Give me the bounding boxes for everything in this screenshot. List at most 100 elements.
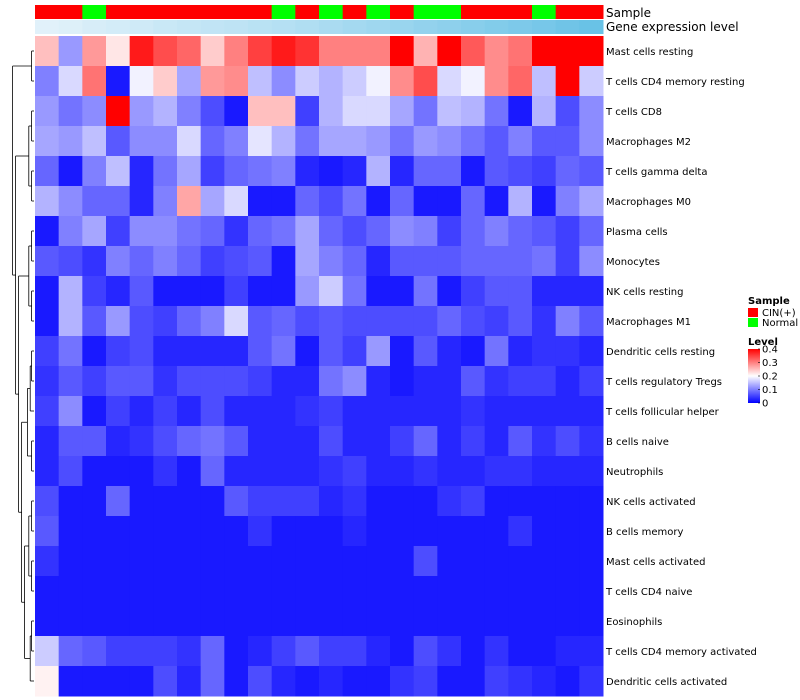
heatmap-cell — [224, 156, 249, 187]
heatmap-cell — [532, 276, 557, 307]
heatmap-cell — [153, 276, 178, 307]
sample-annotation-bar — [35, 5, 604, 19]
heatmap-cell — [390, 546, 415, 577]
heatmap-cell — [58, 156, 83, 187]
heatmap-cell — [413, 306, 438, 337]
heatmap-cell — [579, 156, 604, 187]
heatmap-cell — [366, 546, 391, 577]
heatmap-cell — [532, 576, 557, 607]
heatmap-cell — [508, 96, 533, 127]
heatmap-cell — [508, 306, 533, 337]
heatmap-cell — [200, 546, 225, 577]
heatmap-cell — [200, 636, 225, 667]
heatmap-cell — [508, 156, 533, 187]
heatmap-cell — [461, 186, 486, 217]
heatmap-cell — [390, 486, 415, 517]
legend-level-title: Level — [748, 337, 778, 348]
heatmap-cell — [437, 516, 462, 547]
heatmap-cell — [129, 396, 154, 427]
heatmap-cell — [58, 366, 83, 397]
row-label: B cells memory — [606, 527, 683, 538]
heatmap-cell — [532, 126, 557, 157]
heatmap-cell — [129, 636, 154, 667]
heatmap-cell — [437, 636, 462, 667]
heatmap-cell — [106, 516, 131, 547]
heatmap-cell — [129, 276, 154, 307]
heatmap-cell — [555, 186, 580, 217]
heatmap-cell — [461, 156, 486, 187]
heatmap-cell — [82, 606, 107, 637]
heatmap-cell — [248, 396, 273, 427]
row-label: T cells CD8 — [605, 107, 662, 118]
heatmap-cell — [413, 486, 438, 517]
legend-tick-label: 0.4 — [762, 345, 778, 356]
heatmap-cell — [271, 666, 296, 697]
heatmap-cell — [248, 546, 273, 577]
heatmap-cell — [200, 126, 225, 157]
heatmap-cell — [484, 66, 509, 97]
heatmap-cell — [437, 396, 462, 427]
heatmap-cell — [437, 366, 462, 397]
heatmap-cell — [484, 576, 509, 607]
heatmap-cell — [129, 126, 154, 157]
heatmap-cell — [58, 456, 83, 487]
expression-annotation-cell — [295, 20, 320, 34]
heatmap-cell — [579, 336, 604, 367]
heatmap-cell — [390, 426, 415, 457]
legend-tick-label: 0 — [762, 399, 768, 410]
heatmap-cell — [58, 396, 83, 427]
heatmap-cell — [248, 276, 273, 307]
legend-sample-title: Sample — [748, 296, 790, 307]
heatmap-cell — [437, 426, 462, 457]
row-label: Neutrophils — [606, 467, 663, 478]
heatmap-cell — [106, 36, 131, 67]
heatmap-cell — [248, 456, 273, 487]
row-label: T cells regulatory Tregs — [605, 377, 722, 388]
legend-swatch — [748, 318, 758, 327]
heatmap-cell — [58, 426, 83, 457]
heatmap-cell — [579, 576, 604, 607]
heatmap-cell — [58, 546, 83, 577]
heatmap-cell — [484, 306, 509, 337]
heatmap-cell — [248, 426, 273, 457]
heatmap-cell — [508, 606, 533, 637]
row-label: Dendritic cells resting — [606, 347, 715, 358]
heatmap-cell — [295, 666, 320, 697]
heatmap-cell — [555, 366, 580, 397]
heatmap-cell — [342, 576, 367, 607]
heatmap-cell — [153, 186, 178, 217]
heatmap-cell — [366, 426, 391, 457]
heatmap-cell — [437, 306, 462, 337]
heatmap-cell — [437, 66, 462, 97]
heatmap-cell — [58, 336, 83, 367]
sample-annotation-cell — [271, 5, 296, 19]
expression-annotation-cell — [555, 20, 580, 34]
heatmap-cell — [200, 366, 225, 397]
heatmap-cell — [271, 306, 296, 337]
heatmap-cell — [82, 216, 107, 247]
heatmap-cell — [82, 666, 107, 697]
heatmap-cell — [484, 486, 509, 517]
legend-entry-label: Normal — [762, 318, 798, 329]
heatmap-cell — [295, 276, 320, 307]
sample-annotation-cell — [224, 5, 249, 19]
heatmap-cell — [200, 246, 225, 277]
heatmap-cell — [106, 156, 131, 187]
heatmap-cell — [532, 606, 557, 637]
legend: Sample CIN(+)Normal Level 0.4 0.3 0.2 0.1 0 — [748, 296, 798, 410]
heatmap-cell — [413, 246, 438, 277]
heatmap-cell — [555, 336, 580, 367]
heatmap-cell — [106, 396, 131, 427]
heatmap-cell — [82, 546, 107, 577]
heatmap-cell — [295, 36, 320, 67]
heatmap-cell — [106, 126, 131, 157]
heatmap-cell — [106, 666, 131, 697]
heatmap-cell — [224, 576, 249, 607]
heatmap-cell — [319, 456, 344, 487]
heatmap-cell — [58, 96, 83, 127]
heatmap-cell — [271, 456, 296, 487]
heatmap-cell — [484, 276, 509, 307]
heatmap-cell — [579, 516, 604, 547]
heatmap-cell — [106, 96, 131, 127]
